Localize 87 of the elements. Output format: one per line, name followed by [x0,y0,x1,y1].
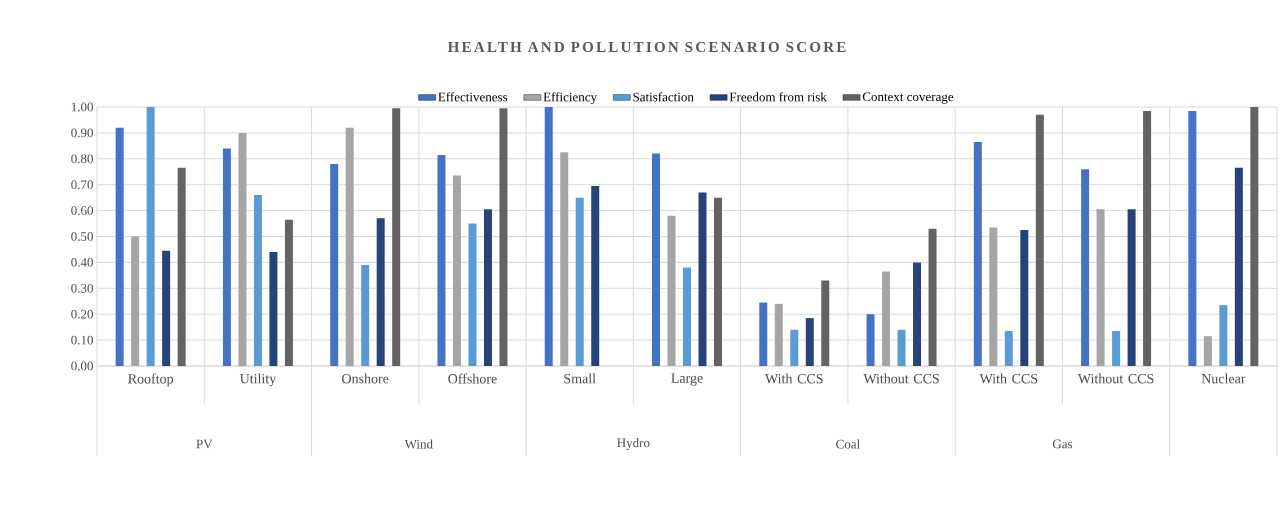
bar [866,314,875,366]
legend-label: Satisfaction [633,92,694,102]
bar [437,154,446,366]
text: Gas [1052,439,1073,449]
bar [222,148,231,366]
text: Wind [404,439,433,449]
y-tick-label: 0.80 [71,154,93,164]
bar [115,127,124,366]
y-tick-label: 0.30 [71,283,93,293]
bar [238,132,247,366]
bar [131,236,140,366]
bar [177,167,186,366]
text: PV [196,439,213,449]
y-tick-label: 0.70 [71,180,93,190]
bar [468,223,477,366]
y-tick-label: 1.00 [71,102,93,112]
y-tick-label: 0.10 [71,335,93,345]
bar [544,106,553,366]
x-tick-label: Small [564,373,596,384]
y-tick-label: 0.20 [71,309,93,319]
bar [973,141,982,366]
bar [683,267,692,366]
bar [361,264,370,366]
x-tick-label: Offshore [448,373,497,384]
x-tick-label: Utility [239,373,277,387]
bar [1219,305,1228,366]
bar [1203,336,1212,366]
bar [698,192,707,366]
bar [714,197,722,366]
bar [1035,114,1044,366]
bar [483,209,492,366]
x-tick-label: With CCS [765,373,823,384]
bar [376,218,385,366]
legend-label: Effectiveness [438,92,508,102]
bar [1127,209,1136,366]
x-tick-label: Large [671,373,703,386]
bar [499,108,508,366]
bar [253,195,262,366]
x-tick-label: Nuclear [1201,373,1246,384]
legend-label: Context coverage [862,92,954,104]
x-tick-label: Without CCS [863,373,939,384]
bar [989,227,998,366]
bar [1020,230,1029,366]
x-tick-label: Without CCS [1077,373,1154,384]
bar [1234,167,1243,366]
bar [1112,331,1121,366]
y-tick-label: 0.90 [71,128,93,138]
x-tick-label: With CCS [979,373,1038,384]
legend-label: Efficiency [543,92,597,105]
bar [560,152,569,366]
bar [146,106,155,366]
y-tick-label: 0.00 [71,361,93,371]
bar [575,197,584,366]
bar [345,127,354,366]
x-tick-label: Rooftop [128,373,174,387]
bar [392,108,401,366]
bar [1250,106,1259,366]
bar [652,153,660,366]
bar [667,215,676,366]
bar [330,163,339,366]
bar [897,329,906,366]
y-tick-label: 0.40 [71,257,93,267]
chart-title: HEALTH AND POLLUTION SCENARIO SCORE [447,41,846,53]
bar [284,219,293,366]
bar [452,175,461,366]
bar [774,303,783,366]
bar [1004,331,1013,366]
bar [1143,110,1152,366]
bar [1081,169,1090,366]
y-tick-label: 0.50 [71,232,93,241]
text: Hydro [617,438,650,450]
legend-label: Freedom from risk [729,92,827,102]
bar [269,252,278,366]
x-tick-label: Onshore [342,373,389,384]
bar [821,280,830,366]
bar [882,271,891,366]
bar [913,262,922,366]
bar [1096,209,1105,366]
bar [162,250,171,366]
bar [928,228,937,366]
bar [1188,110,1197,366]
bar [805,318,814,366]
bar [759,302,768,366]
bar [790,329,799,366]
y-tick-label: 0.60 [71,206,93,216]
bar [591,185,600,366]
text: Coal [836,439,860,449]
